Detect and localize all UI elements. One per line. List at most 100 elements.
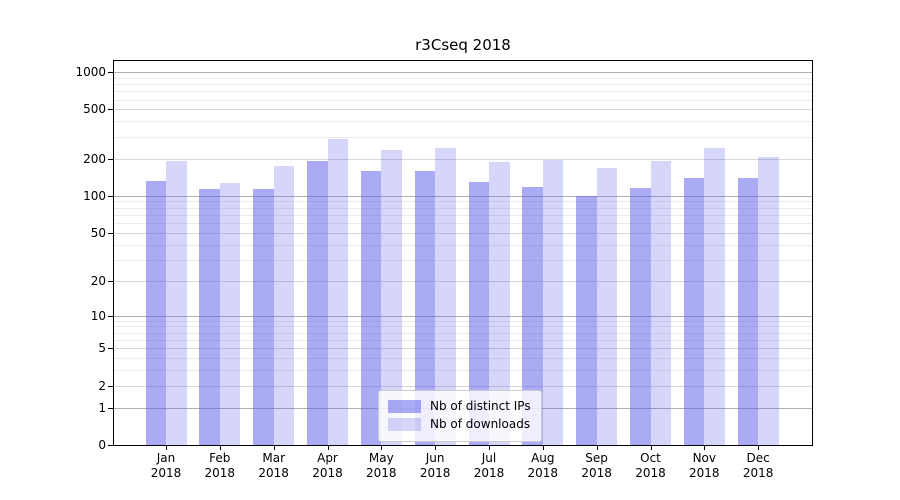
chart-title: r3Cseq 2018 (415, 36, 511, 54)
y-tick-label: 2 (98, 378, 106, 393)
y-tick-mark (108, 445, 113, 446)
gridline-medium (114, 158, 812, 160)
x-tick-mark (650, 446, 652, 450)
gridline-minor (114, 214, 812, 216)
y-tick-label: 200 (83, 151, 106, 166)
x-tick-year: 2018 (150, 466, 182, 480)
gridline-minor (114, 320, 812, 322)
x-tick-label: Jun 2018 (405, 451, 465, 481)
gridline-minor (114, 326, 812, 328)
x-tick-mark (758, 446, 760, 450)
x-tick-label: Dec 2018 (728, 451, 788, 481)
x-tick-year: 2018 (204, 466, 236, 480)
x-tick-year: 2018 (635, 466, 666, 480)
gridline-major (114, 71, 812, 73)
x-tick-mark (435, 446, 437, 450)
bar-jul-downloads (489, 161, 510, 445)
legend-item-distinct-ips: Nb of distinct IPs (388, 399, 531, 414)
y-tick-label: 50 (90, 225, 106, 240)
gridline-minor (114, 121, 812, 123)
bar-jun-downloads (435, 147, 456, 445)
gridline-medium (114, 385, 812, 387)
gridline-minor (114, 84, 812, 85)
plot-area: Nb of distinct IPs Nb of downloads (113, 60, 813, 446)
x-tick-month: May (368, 451, 394, 465)
x-tick-year: 2018 (742, 466, 774, 480)
bar-apr-distinct-ips (307, 160, 328, 445)
y-tick-mark (108, 385, 113, 387)
y-tick-label: 5 (98, 341, 106, 356)
bar-nov-distinct-ips (683, 177, 705, 445)
bar-aug-downloads (542, 160, 564, 445)
x-tick-label: Jul 2018 (459, 451, 519, 481)
y-tick-mark (108, 71, 113, 73)
gridline-medium (114, 109, 812, 111)
gridline-minor (114, 244, 812, 246)
gridline-minor (114, 370, 812, 372)
y-tick-mark (108, 407, 113, 409)
x-tick-mark (489, 446, 490, 450)
x-tick-year: 2018 (366, 466, 397, 480)
y-tick-mark (108, 109, 113, 111)
legend-label-downloads: Nb of downloads (430, 417, 531, 431)
gridline-minor (114, 77, 812, 79)
gridline-minor (114, 91, 812, 93)
x-tick-label: Mar 2018 (244, 451, 304, 481)
x-tick-mark (166, 446, 167, 450)
y-tick-mark (108, 195, 113, 197)
gridline-minor (114, 332, 812, 334)
y-tick-mark (108, 232, 113, 234)
x-tick-label: Sep 2018 (567, 451, 627, 481)
legend-swatch-downloads (388, 418, 421, 431)
x-tick-mark (273, 446, 275, 450)
bar-may-downloads (381, 150, 402, 445)
x-tick-month: Aug (531, 451, 555, 465)
x-tick-month: Jun (425, 451, 445, 465)
legend: Nb of distinct IPs Nb of downloads (378, 390, 542, 442)
x-tick-mark (381, 446, 383, 450)
gridline-major (114, 315, 812, 317)
gridline-minor (114, 207, 812, 209)
x-tick-mark (542, 446, 544, 450)
x-tick-label: Feb 2018 (190, 451, 250, 481)
x-tick-mark (219, 446, 221, 450)
x-tick-month: Nov (692, 451, 716, 465)
x-tick-month: Feb (209, 451, 231, 465)
x-tick-label: Nov 2018 (674, 451, 734, 481)
x-tick-year: 2018 (419, 466, 451, 480)
bar-mar-downloads (273, 165, 295, 445)
bar-jul-distinct-ips (468, 181, 489, 445)
gridline-medium (114, 348, 812, 350)
y-tick-mark (108, 348, 113, 350)
y-tick-label: 500 (83, 102, 106, 117)
legend-item-downloads: Nb of downloads (388, 417, 531, 432)
x-tick-year: 2018 (527, 466, 559, 480)
bar-feb-distinct-ips (199, 189, 220, 445)
x-tick-month: Oct (640, 451, 661, 465)
x-tick-mark (596, 446, 598, 450)
gridline-medium (114, 280, 812, 282)
x-tick-label: Apr 2018 (298, 451, 358, 481)
x-tick-year: 2018 (689, 466, 720, 480)
legend-label-distinct-ips: Nb of distinct IPs (430, 399, 531, 413)
y-tick-mark (108, 280, 113, 282)
x-tick-year: 2018 (258, 466, 289, 480)
bar-jan-distinct-ips (145, 180, 166, 445)
y-tick-label: 1000 (75, 64, 106, 79)
y-tick-label: 10 (90, 308, 106, 323)
y-tick-label: 1 (98, 400, 106, 415)
y-tick-mark (108, 315, 113, 317)
x-tick-month: Sep (585, 451, 608, 465)
x-tick-month: Jan (156, 451, 176, 465)
bar-may-distinct-ips (360, 171, 382, 445)
y-tick-label: 20 (90, 273, 106, 288)
bar-nov-downloads (704, 148, 725, 445)
x-tick-month: Jul (481, 451, 497, 465)
bar-dec-distinct-ips (737, 177, 759, 445)
x-tick-year: 2018 (312, 466, 343, 480)
x-tick-label: May 2018 (351, 451, 411, 481)
gridline-minor (114, 339, 812, 341)
gridline-minor (114, 99, 812, 101)
x-tick-month: Apr (317, 451, 338, 465)
